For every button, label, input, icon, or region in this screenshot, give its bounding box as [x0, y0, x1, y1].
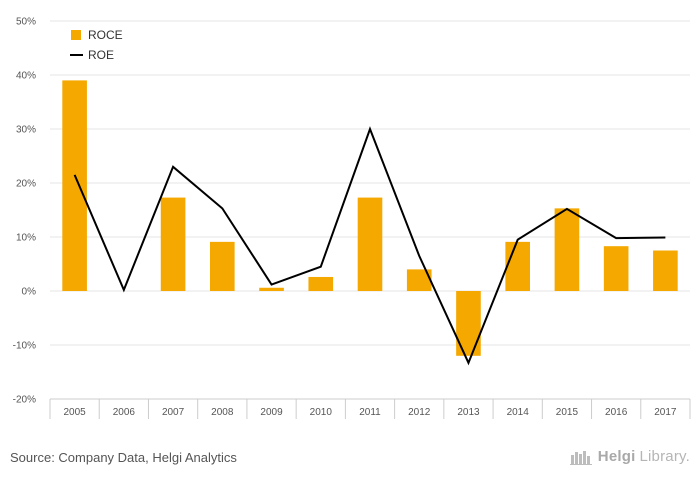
- x-tick-label: 2014: [507, 407, 530, 418]
- x-axis: 2005 2006 2007 2008 2009 2010 2011 2012 2013 2014…: [49, 398, 691, 419]
- x-tick-label: 2007: [162, 407, 185, 418]
- legend-label-roce: ROCE: [88, 28, 123, 42]
- roce-bar-2008: [210, 241, 235, 291]
- x-tick-label: 2012: [408, 407, 431, 418]
- roe-line-series: [73, 126, 666, 366]
- roce-bar-2011: [357, 197, 383, 291]
- roce-bar-2016: [603, 246, 629, 291]
- y-axis-ticks: 50% 40% 30% 20% 10% 0% -10% -20%: [13, 17, 36, 406]
- helgi-library-logo: Helgi Library.: [569, 448, 690, 465]
- brand-name-strong: Helgi: [597, 448, 636, 465]
- roce-bar-2017: [653, 250, 678, 291]
- x-tick-label: 2016: [605, 407, 628, 418]
- roce-bar-2012: [406, 269, 432, 291]
- x-tick-label: 2010: [310, 407, 333, 418]
- x-tick-label: 2006: [113, 407, 136, 418]
- y-tick-label: 30%: [16, 125, 36, 136]
- y-tick-label: 40%: [16, 71, 36, 82]
- y-tick-label: 10%: [16, 233, 36, 244]
- x-tick-label: 2011: [359, 407, 381, 418]
- roce-roe-chart: 50%40%30%20%10%0%-10%-20% 2005 2006 2007 20…: [13, 17, 691, 419]
- roce-bar-2015: [554, 208, 580, 291]
- y-tick-label: 20%: [16, 179, 36, 190]
- x-tick-label: 2009: [260, 407, 283, 418]
- x-tick-label: 2008: [211, 407, 234, 418]
- y-tick-label: 50%: [16, 17, 36, 28]
- roce-bar-2009: [259, 287, 284, 291]
- y-tick-label: -10%: [13, 341, 36, 352]
- x-tick-label: 2013: [457, 407, 480, 418]
- roe-line: [73, 126, 666, 366]
- source-note: Source: Company Data, Helgi Analytics: [10, 450, 237, 465]
- legend-swatch-roce: [71, 30, 81, 40]
- roce-bar-2005: [62, 80, 87, 292]
- x-tick-label: 2015: [556, 407, 579, 418]
- brand-name-rest: Library.: [639, 448, 690, 465]
- x-tick-label: 2005: [63, 407, 86, 418]
- roce-bar-2014: [505, 241, 530, 291]
- y-tick-label: 0%: [22, 287, 37, 298]
- x-tick-label: 2017: [654, 407, 677, 418]
- bookshelf-icon: [569, 450, 592, 465]
- y-tick-label: -20%: [13, 395, 36, 406]
- legend-label-roe: ROE: [88, 48, 114, 62]
- legend: ROCE ROE: [70, 28, 123, 62]
- roce-bar-2007: [160, 197, 186, 291]
- roce-bar-2010: [308, 276, 334, 291]
- roce-bars: [62, 80, 678, 356]
